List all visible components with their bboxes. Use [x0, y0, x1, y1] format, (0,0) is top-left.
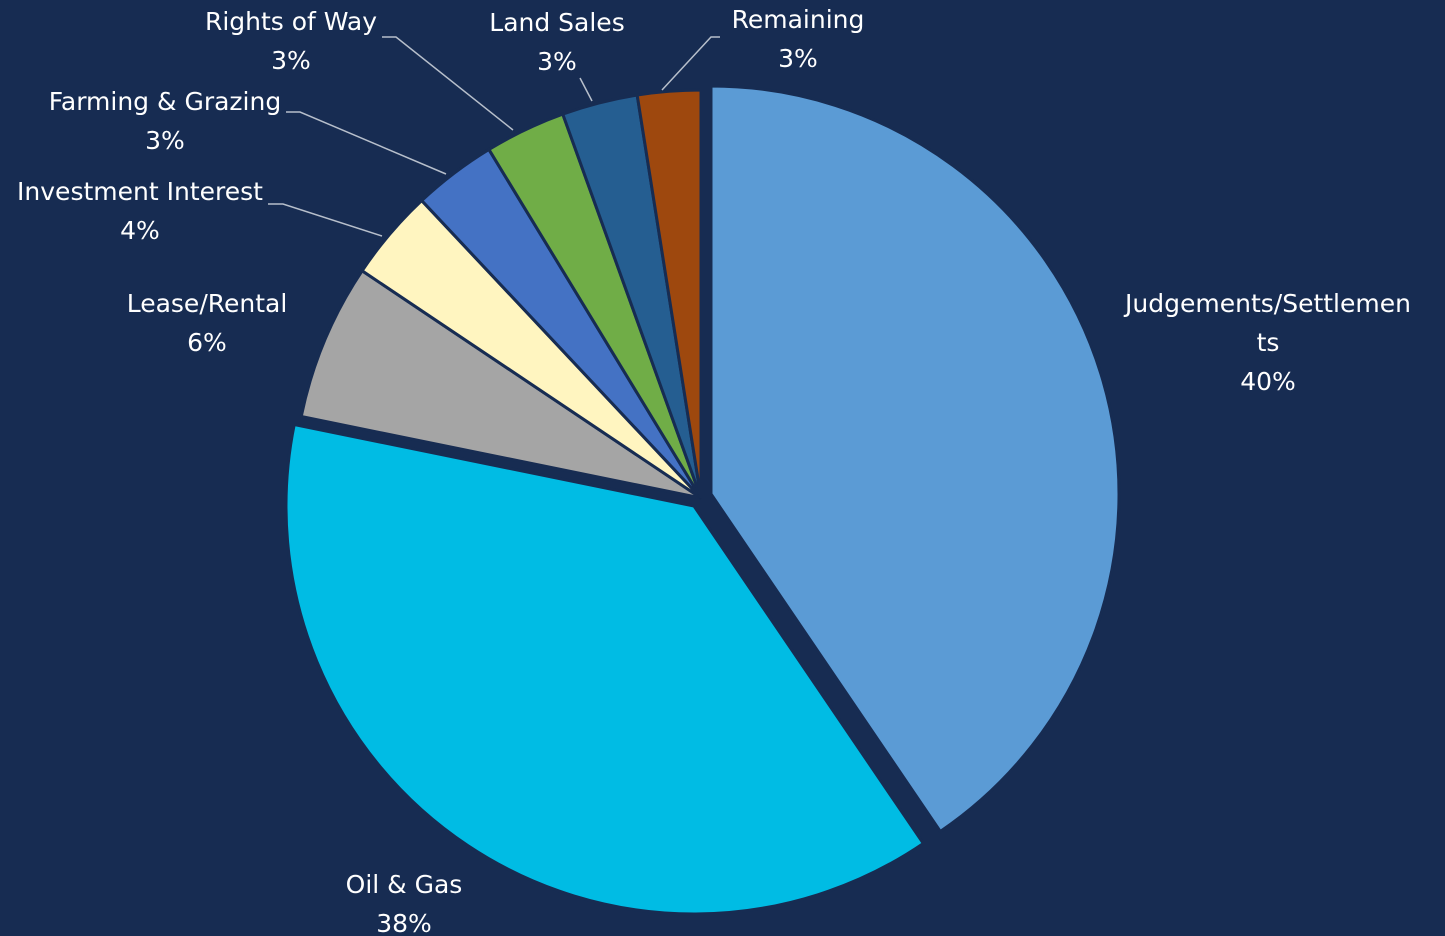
pie-slice-judgements-settlements	[709, 84, 1121, 834]
leader-line-remaining	[661, 36, 720, 91]
data-label-percent: 3%	[271, 46, 311, 75]
pie-slice-oil-gas	[284, 422, 926, 916]
data-labels: Judgements/Settlemen ts 40% Oil & Gas 38% Lea…	[17, 5, 1411, 936]
data-label-percent: 3%	[537, 47, 577, 76]
leader-line-land-sales	[579, 77, 593, 102]
data-label-lease-rental: Lease/Rental 6%	[127, 289, 288, 357]
data-label-rights-of-way: Rights of Way 3%	[205, 7, 377, 75]
pie-slice-remaining	[635, 88, 703, 499]
data-label-name: Oil & Gas	[346, 870, 463, 899]
data-label-land-sales: Land Sales 3%	[489, 8, 624, 76]
pie-slice-lease-rental	[299, 268, 702, 500]
data-label-name: Remaining	[732, 5, 865, 34]
data-label-percent: 38%	[376, 909, 432, 936]
data-label-percent: 3%	[778, 44, 818, 73]
leader-line-rights-of-way	[382, 36, 514, 131]
data-label-investment-interest: Investment Interest 4%	[17, 177, 263, 245]
data-label-name: Land Sales	[489, 8, 624, 37]
data-label-farming-grazing: Farming & Grazing 3%	[49, 87, 281, 155]
data-label-oil-gas: Oil & Gas 38%	[346, 870, 463, 936]
data-label-name: Farming & Grazing	[49, 87, 281, 116]
data-label-name: ts	[1257, 328, 1280, 357]
leader-lines	[268, 36, 720, 237]
data-label-judgements-settlements: Judgements/Settlemen ts 40%	[1123, 289, 1411, 396]
data-label-percent: 3%	[145, 126, 185, 155]
data-label-name: Rights of Way	[205, 7, 377, 36]
pie-slices	[284, 84, 1121, 916]
data-label-name: Judgements/Settlemen	[1123, 289, 1411, 318]
data-label-percent: 6%	[187, 328, 227, 357]
data-label-name: Lease/Rental	[127, 289, 288, 318]
data-label-name: Investment Interest	[17, 177, 263, 206]
leader-line-farming-grazing	[286, 111, 447, 175]
data-label-percent: 4%	[120, 216, 160, 245]
leader-line-investment-interest	[268, 203, 383, 237]
data-label-percent: 40%	[1240, 367, 1296, 396]
data-label-remaining: Remaining 3%	[732, 5, 865, 73]
